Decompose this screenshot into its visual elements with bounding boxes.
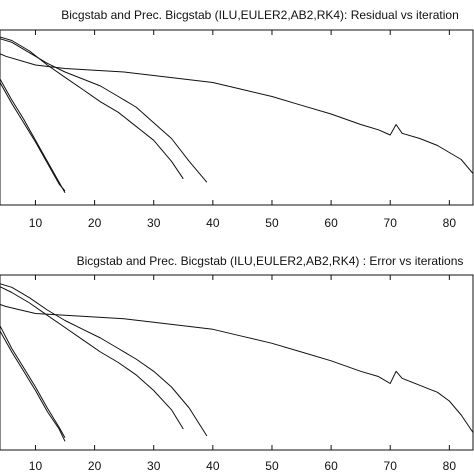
error-x-tick-label: 60 <box>324 459 338 473</box>
residual-x-tick-label: 60 <box>324 216 338 230</box>
residual-series-line-1 <box>0 81 66 192</box>
residual-plot: Bicgstab and Prec. Bicgstab (ILU,EULER2,… <box>0 8 474 230</box>
error-plot-frame <box>0 274 474 451</box>
residual-series-line-3 <box>0 36 184 180</box>
residual-series-line-4 <box>0 38 208 183</box>
error-plot-title: Bicgstab and Prec. Bicgstab (ILU,EULER2,… <box>77 254 464 268</box>
error-series-line-5 <box>0 303 473 433</box>
error-plot: Bicgstab and Prec. Bicgstab (ILU,EULER2,… <box>0 254 474 473</box>
residual-x-tick-label: 20 <box>88 216 102 230</box>
error-series-line-1 <box>0 329 66 442</box>
residual-plot-frame <box>0 29 474 206</box>
error-x-tick-label: 70 <box>384 459 398 473</box>
error-x-tick-label: 40 <box>206 459 220 473</box>
error-plot-series <box>0 283 473 442</box>
residual-series-line-2 <box>0 77 66 194</box>
error-plot-x-tick-labels: 10 20 30 40 50 60 70 80 <box>29 459 457 473</box>
residual-plot-title: Bicgstab and Prec. Bicgstab (ILU,EULER2,… <box>61 8 459 22</box>
error-series-line-2 <box>0 324 66 439</box>
error-x-tick-label: 10 <box>29 459 43 473</box>
error-plot-x-ticks <box>34 275 450 450</box>
error-x-tick-label: 30 <box>147 459 161 473</box>
residual-plot-x-tick-labels: 10 20 30 40 50 60 70 80 <box>29 216 457 230</box>
residual-x-tick-label: 10 <box>29 216 43 230</box>
residual-x-tick-label: 50 <box>265 216 279 230</box>
residual-x-tick-label: 80 <box>443 216 457 230</box>
error-x-tick-label: 80 <box>443 459 457 473</box>
residual-plot-series <box>0 36 473 194</box>
residual-series-line-5 <box>0 53 473 174</box>
error-series-line-3 <box>0 286 184 430</box>
error-x-tick-label: 50 <box>265 459 279 473</box>
error-series-line-4 <box>0 283 208 437</box>
error-x-tick-label: 20 <box>88 459 102 473</box>
residual-x-tick-label: 70 <box>384 216 398 230</box>
residual-plot-x-ticks <box>34 30 450 205</box>
residual-x-tick-label: 40 <box>206 216 220 230</box>
residual-x-tick-label: 30 <box>147 216 161 230</box>
